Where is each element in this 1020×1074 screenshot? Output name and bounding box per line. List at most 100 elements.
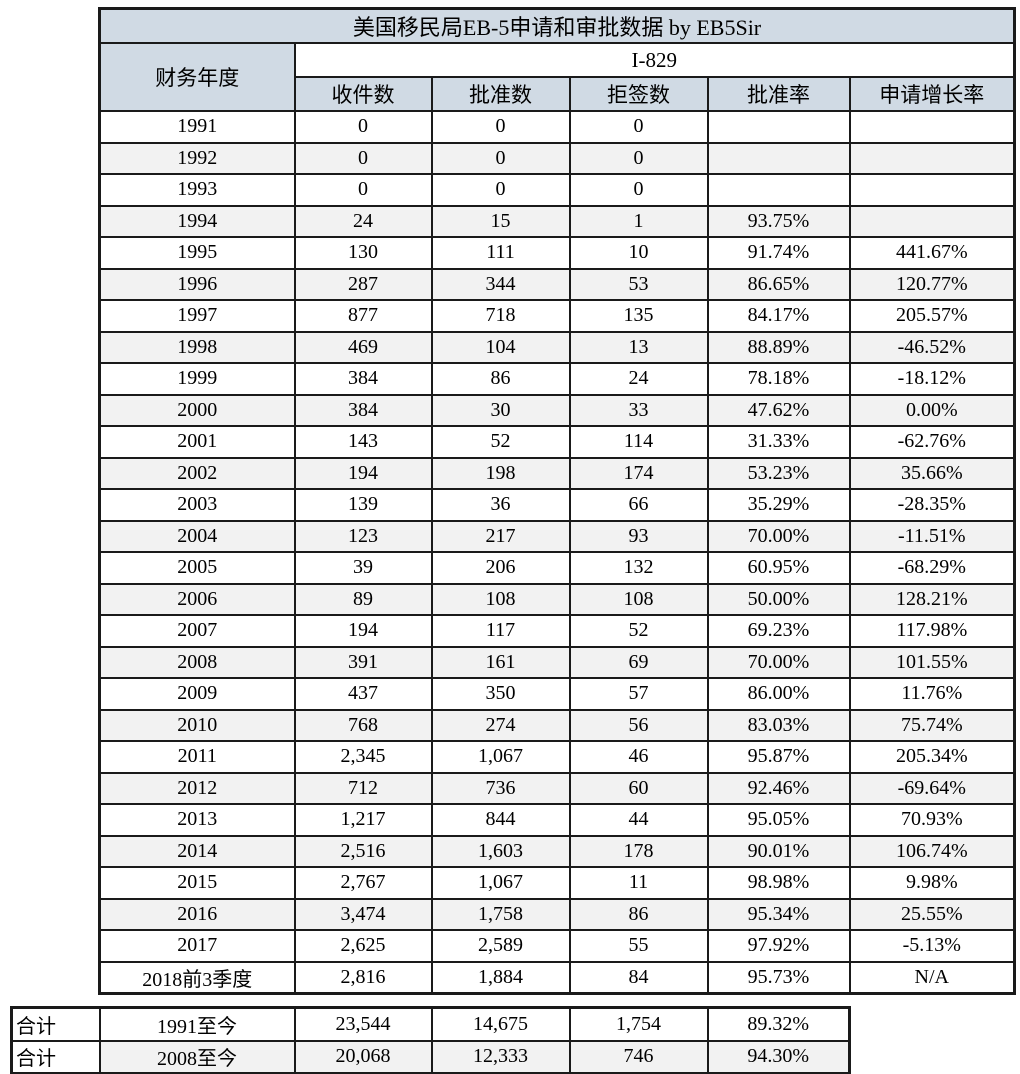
approved-cell: 117	[430, 614, 571, 648]
year-cell: 2018前3季度	[98, 960, 296, 994]
table-row: 2012 712 736 60 92.46% -69.64%	[98, 771, 1016, 805]
denied-cell: 52	[568, 614, 709, 648]
received-cell: 384	[293, 362, 433, 396]
approval-rate-cell: 92.46%	[706, 771, 851, 805]
denied-cell: 132	[568, 551, 709, 585]
growth-rate-cell: 441.67%	[848, 236, 1016, 270]
year-cell: 1994	[98, 204, 296, 238]
approval-rate-cell: 91.74%	[706, 236, 851, 270]
table-row: 2007 194 117 52 69.23% 117.98%	[98, 614, 1016, 648]
denied-cell: 178	[568, 834, 709, 868]
received-cell: 39	[293, 551, 433, 585]
growth-rate-cell	[848, 204, 1016, 238]
received-cell: 123	[293, 519, 433, 553]
approved-cell: 1,884	[430, 960, 571, 994]
approval-rate-cell: 95.34%	[706, 897, 851, 931]
group-header-row: 财务年度 I-829	[98, 42, 1016, 112]
approval-rate-cell: 47.62%	[706, 393, 851, 427]
denied-cell: 84	[568, 960, 709, 994]
eb5-data-table: 美国移民局EB-5申请和审批数据 by EB5Sir 财务年度 I-829 收件…	[98, 7, 1017, 995]
approved-total-cell: 12,333	[430, 1039, 571, 1074]
table-row: 1994 24 15 1 93.75%	[98, 204, 1016, 238]
approved-cell: 217	[430, 519, 571, 553]
total-label-cell: 合计	[10, 1039, 101, 1074]
year-cell: 2003	[98, 488, 296, 522]
approval-rate-cell: 70.00%	[706, 645, 851, 679]
approval-rate-cell: 60.95%	[706, 551, 851, 585]
year-cell: 2014	[98, 834, 296, 868]
approval-rate-cell: 88.89%	[706, 330, 851, 364]
table-row: 2008 391 161 69 70.00% 101.55%	[98, 645, 1016, 679]
table-row: 1993 0 0 0	[98, 173, 1016, 207]
denied-cell: 114	[568, 425, 709, 459]
table-row: 2017 2,625 2,589 55 97.92% -5.13%	[98, 929, 1016, 963]
year-cell: 1991	[98, 110, 296, 144]
approval-rate-cell: 31.33%	[706, 425, 851, 459]
denied-cell: 69	[568, 645, 709, 679]
year-cell: 1996	[98, 267, 296, 301]
denied-cell: 0	[568, 141, 709, 175]
table-row: 2010 768 274 56 83.03% 75.74%	[98, 708, 1016, 742]
received-cell: 130	[293, 236, 433, 270]
year-cell: 2007	[98, 614, 296, 648]
approval-rate-cell: 70.00%	[706, 519, 851, 553]
growth-rate-cell: 75.74%	[848, 708, 1016, 742]
table-row: 2016 3,474 1,758 86 95.34% 25.55%	[98, 897, 1016, 931]
denied-total-cell: 746	[568, 1039, 709, 1074]
approved-cell: 844	[430, 803, 571, 837]
growth-rate-cell	[848, 141, 1016, 175]
approved-cell: 0	[430, 110, 571, 144]
approved-cell: 86	[430, 362, 571, 396]
received-cell: 0	[293, 141, 433, 175]
growth-rate-cell: -18.12%	[848, 362, 1016, 396]
approval-rate-cell: 78.18%	[706, 362, 851, 396]
table-row: 2005 39 206 132 60.95% -68.29%	[98, 551, 1016, 585]
growth-rate-cell: -28.35%	[848, 488, 1016, 522]
received-cell: 194	[293, 456, 433, 490]
approval-rate-cell: 90.01%	[706, 834, 851, 868]
table-row: 2015 2,767 1,067 11 98.98% 9.98%	[98, 866, 1016, 900]
approval-rate-cell: 35.29%	[706, 488, 851, 522]
summary-row: 合计 2008至今 20,068 12,333 746 94.30%	[10, 1039, 851, 1074]
received-cell: 2,767	[293, 866, 433, 900]
denied-cell: 46	[568, 740, 709, 774]
denied-cell: 1	[568, 204, 709, 238]
received-cell: 877	[293, 299, 433, 333]
approved-cell: 718	[430, 299, 571, 333]
denied-cell: 55	[568, 929, 709, 963]
growth-rate-cell: 11.76%	[848, 677, 1016, 711]
approved-cell: 104	[430, 330, 571, 364]
received-cell: 2,816	[293, 960, 433, 994]
growth-rate-cell: 128.21%	[848, 582, 1016, 616]
approved-cell: 736	[430, 771, 571, 805]
approval-rate-cell: 69.23%	[706, 614, 851, 648]
denied-cell: 86	[568, 897, 709, 931]
growth-rate-cell: -68.29%	[848, 551, 1016, 585]
year-cell: 2008	[98, 645, 296, 679]
approval-rate-cell: 98.98%	[706, 866, 851, 900]
approval-rate-cell: 84.17%	[706, 299, 851, 333]
approved-cell: 274	[430, 708, 571, 742]
approval-rate-cell: 53.23%	[706, 456, 851, 490]
denied-cell: 24	[568, 362, 709, 396]
approved-cell: 108	[430, 582, 571, 616]
period-cell: 2008至今	[98, 1039, 296, 1074]
table-row: 1998 469 104 13 88.89% -46.52%	[98, 330, 1016, 364]
table-title: 美国移民局EB-5申请和审批数据 by EB5Sir	[98, 7, 1016, 44]
received-cell: 2,516	[293, 834, 433, 868]
approval-rate-cell: 83.03%	[706, 708, 851, 742]
growth-rate-cell: 25.55%	[848, 897, 1016, 931]
totals-table: 合计 1991至今 23,544 14,675 1,754 89.32% 合计 …	[10, 1006, 851, 1074]
approved-cell: 198	[430, 456, 571, 490]
approved-cell: 15	[430, 204, 571, 238]
approval-rate-cell: 86.65%	[706, 267, 851, 301]
fiscal-year-header: 财务年度	[98, 42, 296, 112]
approval-rate-cell: 95.87%	[706, 740, 851, 774]
growth-rate-cell: 205.57%	[848, 299, 1016, 333]
year-cell: 2004	[98, 519, 296, 553]
growth-rate-cell: 101.55%	[848, 645, 1016, 679]
approval-rate-cell	[706, 110, 851, 144]
i829-group-header: I-829	[293, 42, 1016, 78]
approved-total-cell: 14,675	[430, 1006, 571, 1042]
received-cell: 0	[293, 173, 433, 207]
